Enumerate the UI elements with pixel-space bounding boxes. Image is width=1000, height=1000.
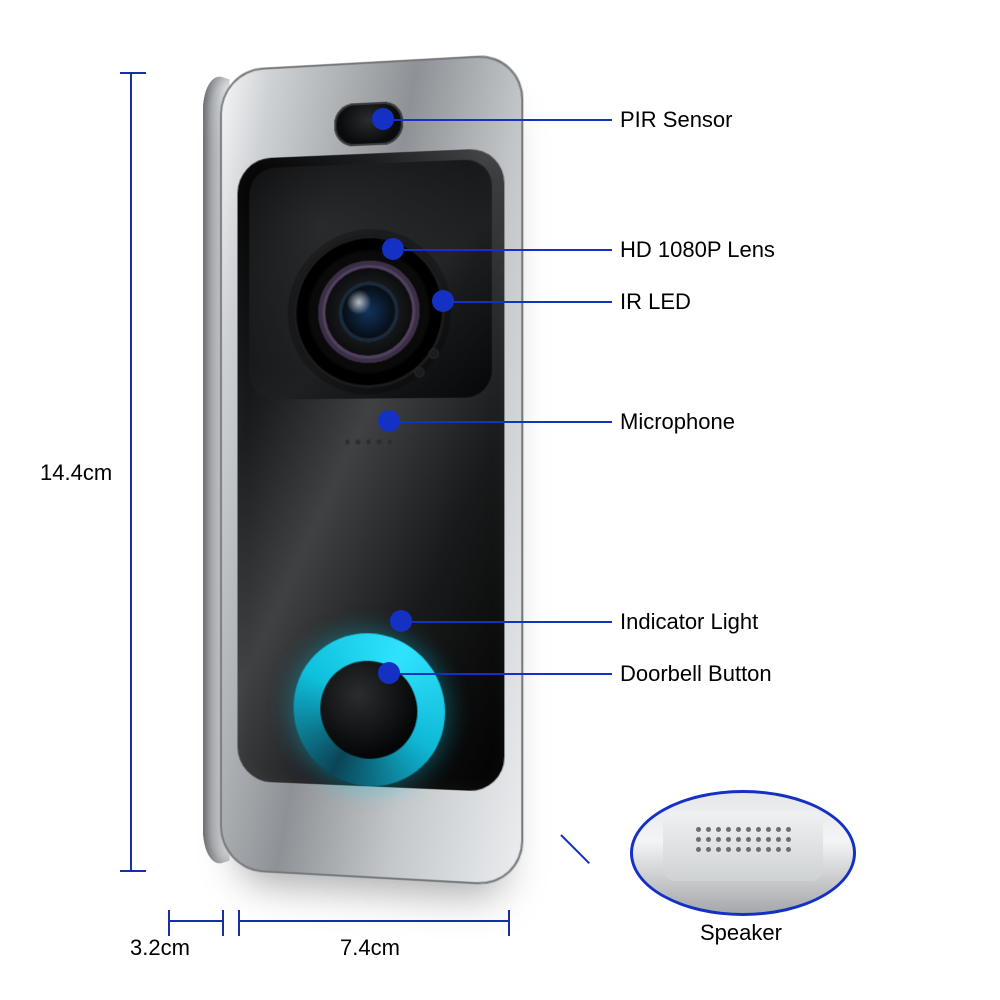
lens-ring xyxy=(318,259,419,363)
doorbell-device xyxy=(220,53,523,887)
callout-lead-pir xyxy=(394,119,612,121)
callout-lead-irled xyxy=(454,301,612,303)
speaker-grille xyxy=(689,827,797,865)
callout-lead-indicator xyxy=(412,621,612,623)
callout-label-button: Doorbell Button xyxy=(620,661,772,687)
callout-label-irled: IR LED xyxy=(620,289,691,315)
callout-label-lens: HD 1080P Lens xyxy=(620,237,775,263)
ir-led-dot xyxy=(414,367,424,377)
speaker-lead xyxy=(560,834,590,864)
dim-depth-line xyxy=(168,920,224,922)
dim-width-label: 7.4cm xyxy=(340,935,400,961)
callout-dot-mic xyxy=(378,410,400,432)
dim-depth-label: 3.2cm xyxy=(130,935,190,961)
callout-label-mic: Microphone xyxy=(620,409,735,435)
callout-lead-lens xyxy=(404,249,612,251)
dim-height-line xyxy=(130,72,132,872)
ir-led-dot xyxy=(429,348,439,358)
callout-dot-lens xyxy=(382,238,404,260)
speaker-inset xyxy=(630,790,856,916)
dim-height-label: 14.4cm xyxy=(40,460,112,486)
callout-lead-mic xyxy=(400,421,612,423)
speaker-label: Speaker xyxy=(700,920,782,946)
speaker-inner xyxy=(663,811,823,881)
callout-label-pir: PIR Sensor xyxy=(620,107,733,133)
lens-glass xyxy=(338,280,399,343)
callout-dot-indicator xyxy=(390,610,412,632)
dim-width-line xyxy=(238,920,510,922)
callout-dot-button xyxy=(378,662,400,684)
callout-dot-irled xyxy=(432,290,454,312)
callout-label-indicator: Indicator Light xyxy=(620,609,758,635)
callout-lead-button xyxy=(400,673,612,675)
diagram-stage: { "type": "product-callout-diagram", "ba… xyxy=(0,0,1000,1000)
microphone-grille xyxy=(345,434,391,448)
callout-dot-pir xyxy=(372,108,394,130)
